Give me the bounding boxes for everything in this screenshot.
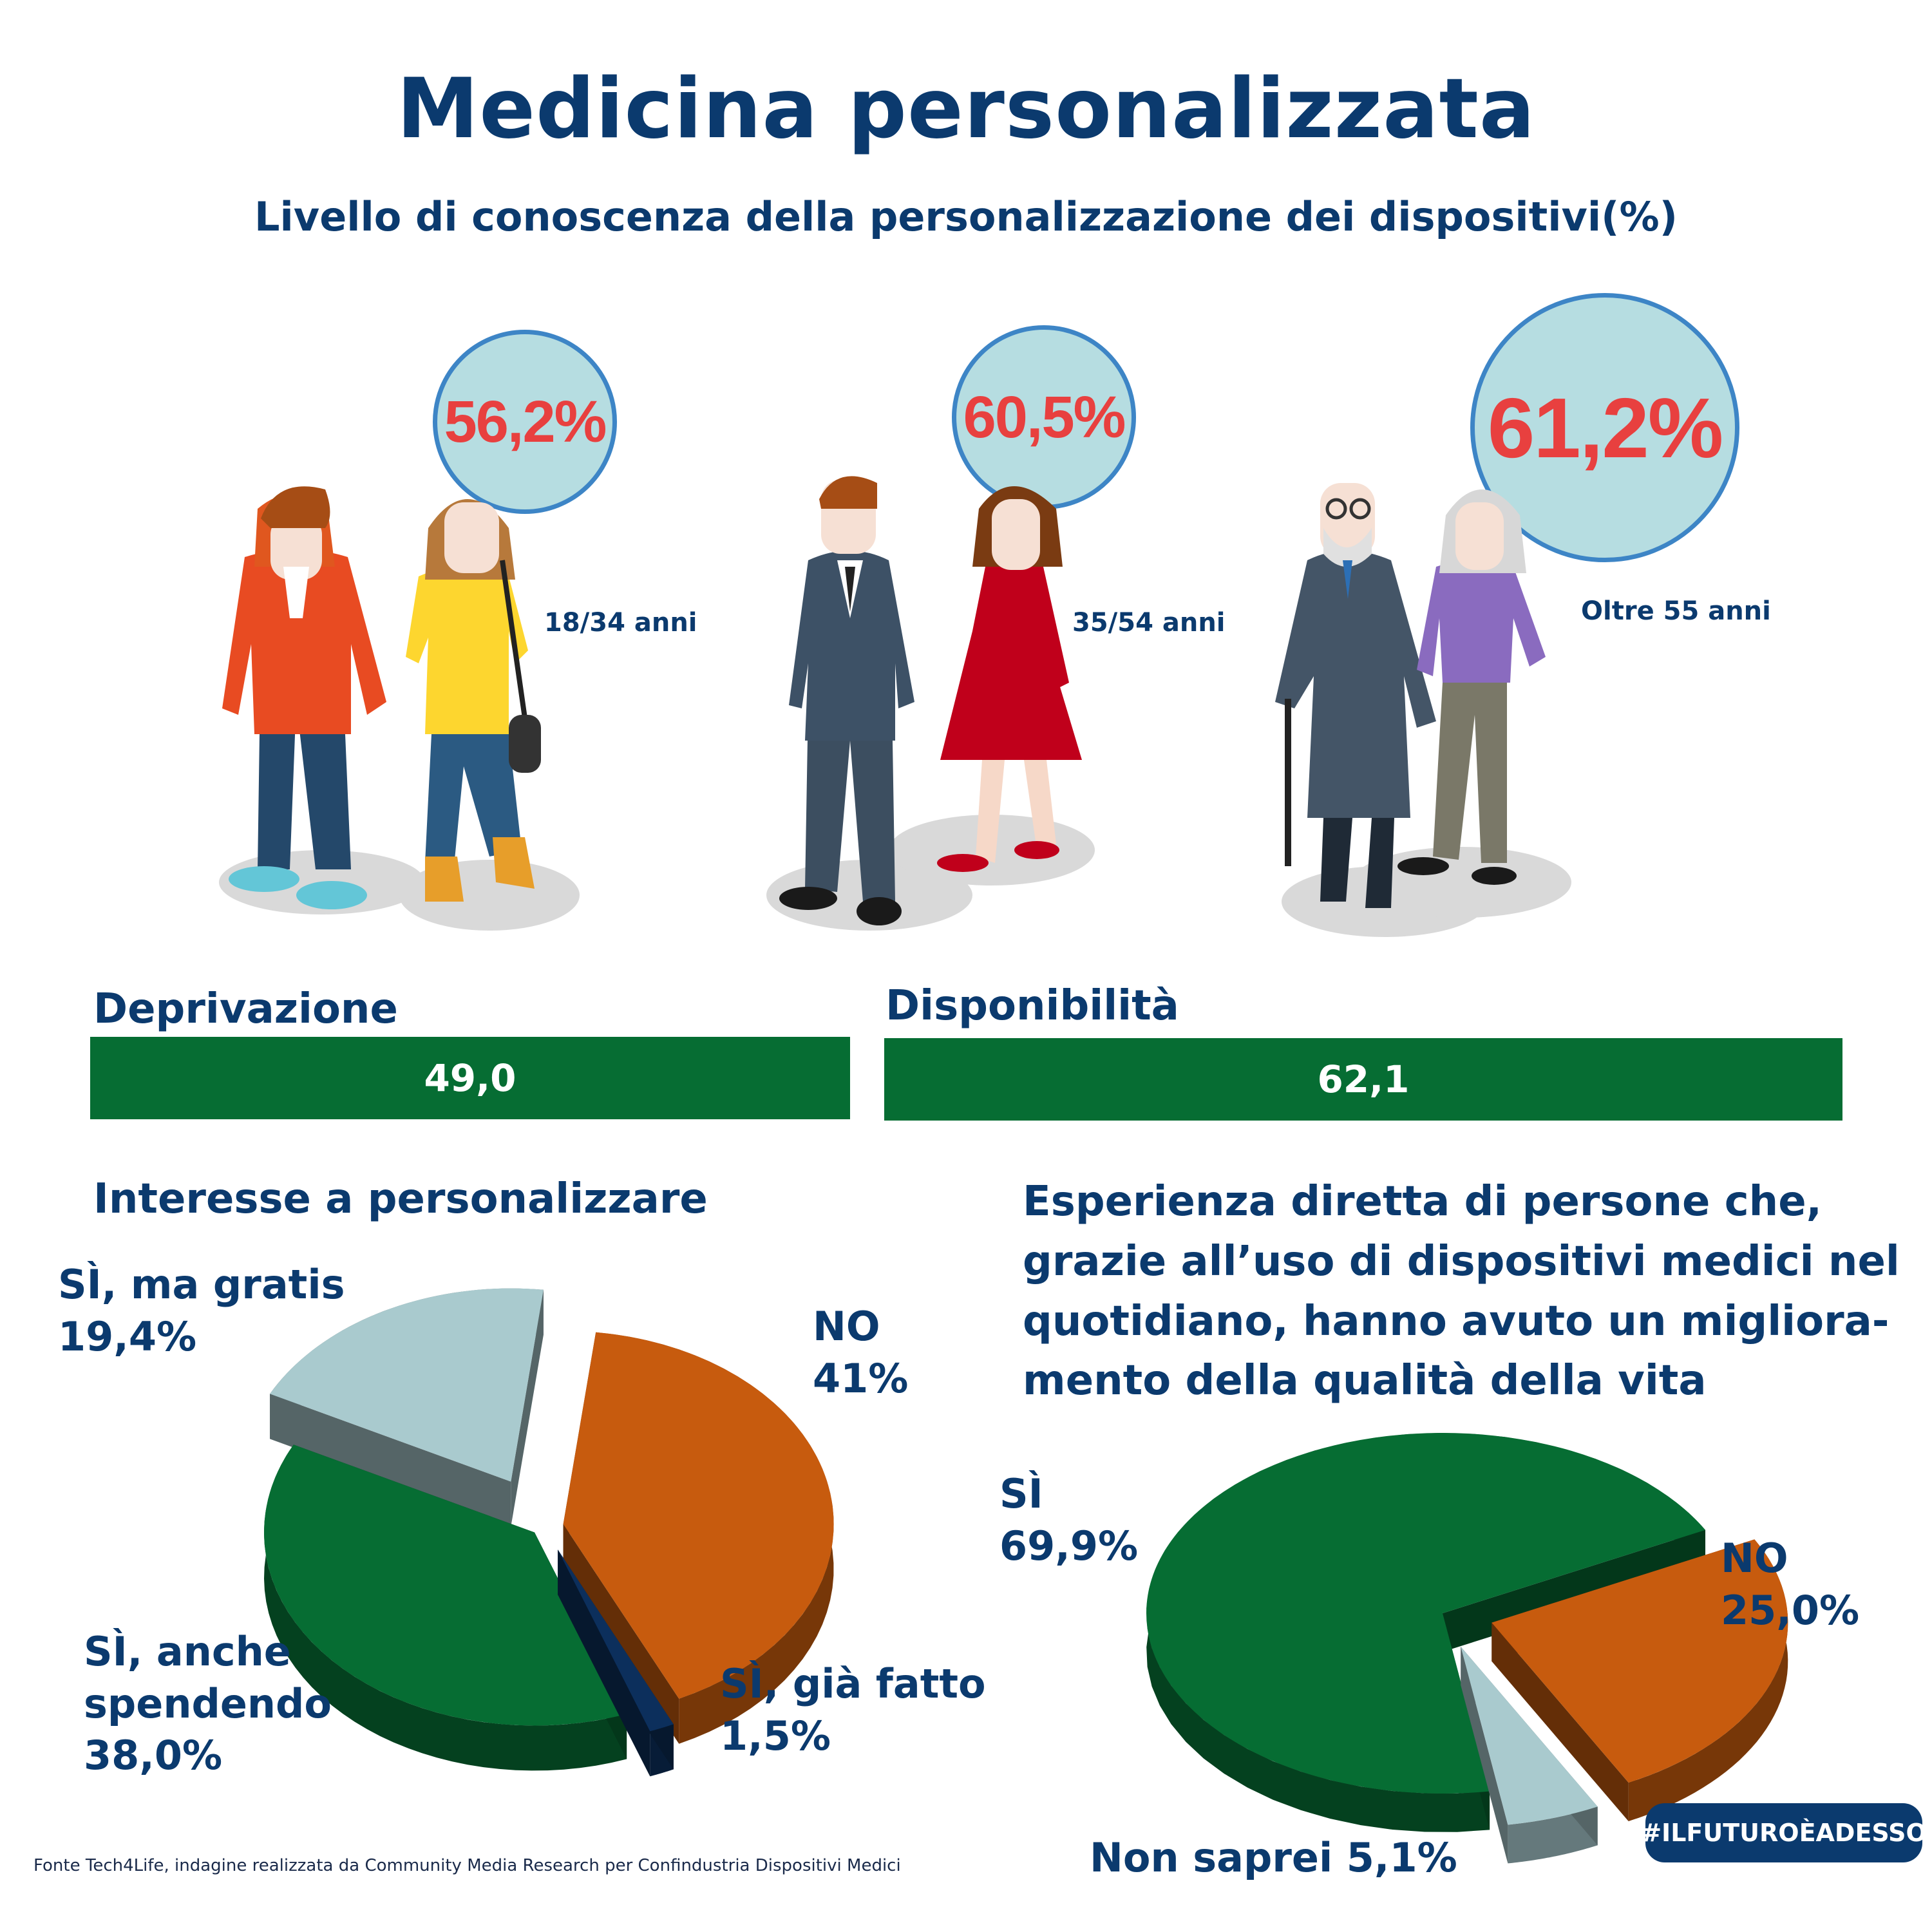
pie2-slice-non-saprei [1461, 1647, 1598, 1825]
pie1-slice-side-s-anche-spendendo [264, 1444, 627, 1771]
pie2-label-no: NO 25,0% [1721, 1533, 1859, 1636]
elderly-man-figure [1275, 483, 1436, 908]
pie2-label-nonsaprei: Non saprei 5,1% [1090, 1834, 1457, 1881]
pie1-slice-wall-s-gi-fatto-1 [558, 1549, 650, 1777]
pie1-label-fatto-name: SÌ, già fatto [720, 1660, 986, 1707]
pie2-slice-wall-no-1 [1492, 1622, 1629, 1821]
pie1-label-no: NO 41% [813, 1301, 908, 1405]
pie1-label-spendendo-line2: spendendo [84, 1680, 332, 1727]
pie2-slice-no [1492, 1539, 1788, 1783]
disponibilita-bar: 62,1 [884, 1038, 1842, 1121]
page-title: Medicina personalizzata [396, 61, 1536, 157]
value-bubble-18-34: 56,2% [433, 330, 617, 514]
deprivazione-value: 49,0 [424, 1056, 516, 1100]
deprivazione-label: Deprivazione [93, 985, 398, 1033]
value-label-35-54: 60,5% [963, 384, 1126, 450]
pie1-label-fatto: SÌ, già fatto 1,5% [720, 1658, 986, 1762]
pie2-title: Esperienza diretta di persone che, grazi… [1023, 1172, 1900, 1411]
value-bubble-35-54: 60,5% [952, 325, 1136, 509]
pie2-title-line1: Esperienza diretta di persone che, [1023, 1178, 1822, 1226]
value-label-18-34: 56,2% [444, 388, 607, 455]
age-label-35-54: 35/54 anni [1072, 608, 1226, 638]
pie2-label-no-name: NO [1721, 1535, 1788, 1582]
pie2-label-si-value: 69,9% [999, 1522, 1139, 1569]
businessman-figure [779, 476, 914, 925]
pie2-slice-s [1146, 1433, 1706, 1794]
pie1-label-spendendo: SÌ, anche spendendo 38,0% [84, 1626, 332, 1782]
pie1-slice-s-gi-fatto [558, 1549, 674, 1732]
pie1-slices [264, 1288, 834, 1777]
pie2-slices [1146, 1433, 1788, 1864]
young-woman-figure [406, 499, 541, 902]
pie1-slice-s-ma-gratis [270, 1288, 544, 1482]
pie2-title-line4: mento della qualità della vita [1023, 1357, 1707, 1405]
hashtag-badge[interactable]: #ILFUTUROÈADESSO [1641, 1803, 1927, 1862]
disponibilita-label: Disponibilità [886, 982, 1179, 1030]
pie1-slice-s-anche-spendendo [264, 1444, 627, 1726]
disponibilita-value: 62,1 [1317, 1057, 1410, 1101]
age-label-18-34: 18/34 anni [544, 608, 697, 638]
pie1-label-gratis: SÌ, ma gratis 19,4% [58, 1259, 345, 1363]
age-label-over-55: Oltre 55 anni [1581, 596, 1771, 626]
pie1-label-gratis-name: SÌ, ma gratis [58, 1261, 345, 1308]
hashtag-text: #ILFUTUROÈADESSO [1641, 1819, 1927, 1847]
source-note: Fonte Tech4Life, indagine realizzata da … [33, 1856, 901, 1875]
pie2-title-line2: grazie all’uso di dispositivi medici nel [1023, 1237, 1900, 1285]
pie1-label-no-name: NO [813, 1303, 880, 1350]
pie2-slice-side-non-saprei [1508, 1806, 1598, 1864]
pie1-label-no-value: 41% [813, 1354, 909, 1402]
pie2-label-no-value: 25,0% [1721, 1586, 1860, 1634]
pie1-slice-wall-s-ma-gratis-1 [511, 1289, 544, 1527]
deprivazione-bar: 49,0 [90, 1037, 850, 1119]
page-subtitle: Livello di conoscenza della personalizza… [254, 193, 1678, 240]
value-label-over-55: 61,2% [1487, 380, 1723, 475]
pie1-label-gratis-value: 19,4% [58, 1312, 197, 1360]
pie1-label-fatto-value: 1,5% [720, 1712, 831, 1759]
pie1-slice-wall-s-ma-gratis-0 [270, 1394, 511, 1527]
pie1-title: Interesse a personalizzare [93, 1175, 708, 1223]
elderly-woman-figure [1397, 489, 1546, 885]
woman-red-dress-figure [937, 486, 1082, 872]
pie1-label-spendendo-value: 38,0% [84, 1732, 223, 1779]
pie2-slice-side-no [1628, 1539, 1788, 1821]
pie2-slice-wall-non-saprei-1 [1461, 1647, 1508, 1864]
people-illustration [219, 476, 1571, 937]
pie2-title-line3: quotidiano, hanno avuto un migliora- [1023, 1297, 1889, 1345]
pie1-label-spendendo-line1: SÌ, anche [84, 1628, 291, 1675]
pie2-label-si: SÌ 69,9% [999, 1468, 1138, 1572]
young-man-figure [222, 486, 386, 909]
pie1-slice-no [563, 1332, 834, 1699]
pie2-label-si-name: SÌ [999, 1470, 1043, 1517]
